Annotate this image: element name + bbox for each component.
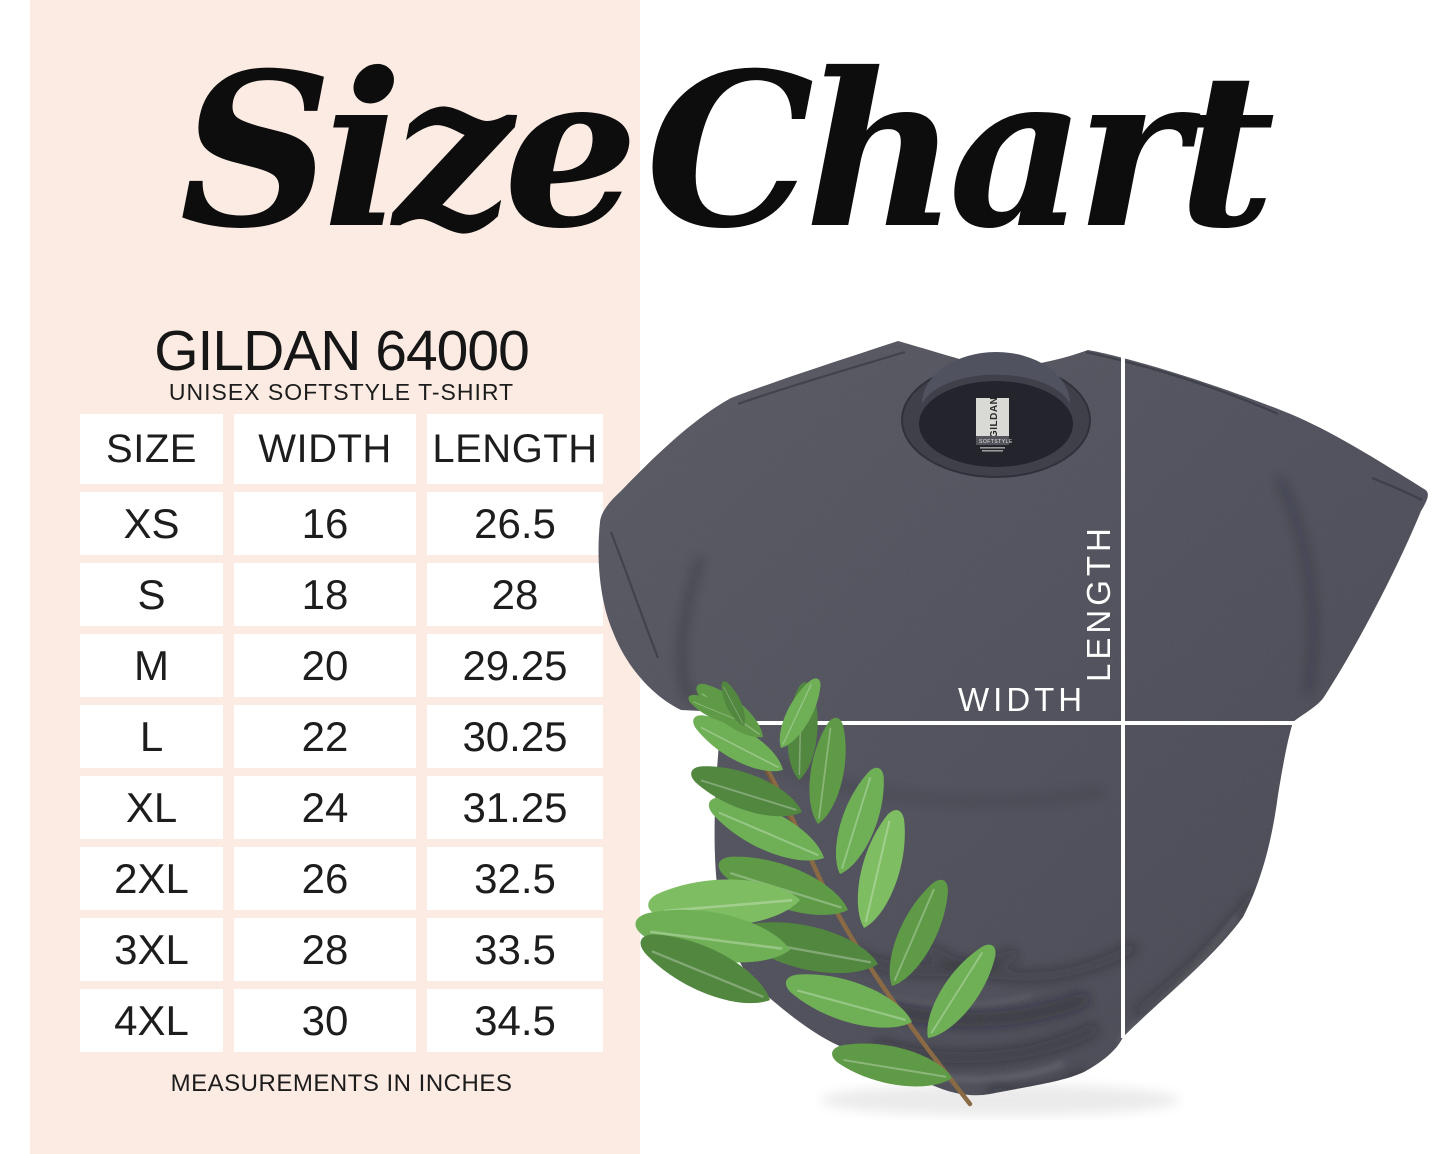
length-cell: 33.5: [427, 918, 603, 981]
width-cell: 18: [234, 563, 416, 626]
width-cell: 24: [234, 776, 416, 839]
table-header-length: LENGTH: [427, 414, 603, 484]
size-cell: 2XL: [80, 847, 223, 910]
size-cell: S: [80, 563, 223, 626]
length-label: LENGTH: [1080, 524, 1117, 682]
size-cell: XL: [80, 776, 223, 839]
size-cell: XS: [80, 492, 223, 555]
product-subtitle: UNISEX SOFTSTYLE T-SHIRT: [168, 379, 515, 405]
size-cell: M: [80, 634, 223, 697]
length-cell: 32.5: [427, 847, 603, 910]
product-name: GILDAN 64000: [154, 319, 530, 383]
width-cell: 28: [234, 918, 416, 981]
width-label: WIDTH: [958, 681, 1086, 718]
length-cell: 28: [427, 563, 603, 626]
length-cell: 26.5: [427, 492, 603, 555]
collar-tag: GILDAN SOFTSTYLE: [976, 397, 1013, 452]
collar-tag-brand: GILDAN: [989, 397, 1000, 438]
size-cell: L: [80, 705, 223, 768]
length-measure-line: [1121, 348, 1125, 1038]
length-cell: 34.5: [427, 989, 603, 1052]
width-cell: 30: [234, 989, 416, 1052]
length-cell: 31.25: [427, 776, 603, 839]
width-cell: 22: [234, 705, 416, 768]
size-cell: 4XL: [80, 989, 223, 1052]
length-cell: 30.25: [427, 705, 603, 768]
width-measure-line: [742, 721, 1445, 725]
width-cell: 20: [234, 634, 416, 697]
table-header-width: WIDTH: [234, 414, 416, 484]
tshirt-mockup: GILDAN SOFTSTYLE WIDTH LENGTH: [598, 341, 1445, 1116]
size-cell: 3XL: [80, 918, 223, 981]
width-cell: 26: [234, 847, 416, 910]
size-chart-table: SIZE WIDTH LENGTH XS 16 26.5 S 18 28 M 20 29.25 L 22 3…: [80, 414, 603, 1052]
leaf-branch: [630, 672, 1008, 1107]
length-cell: 29.25: [427, 634, 603, 697]
collar-tag-style: SOFTSTYLE: [979, 439, 1013, 445]
width-cell: 16: [234, 492, 416, 555]
page-title: Size Chart: [179, 25, 1276, 275]
table-header-size: SIZE: [80, 414, 223, 484]
measurements-footnote: MEASUREMENTS IN INCHES: [170, 1070, 513, 1097]
shirt-shadow: [820, 1084, 1180, 1116]
